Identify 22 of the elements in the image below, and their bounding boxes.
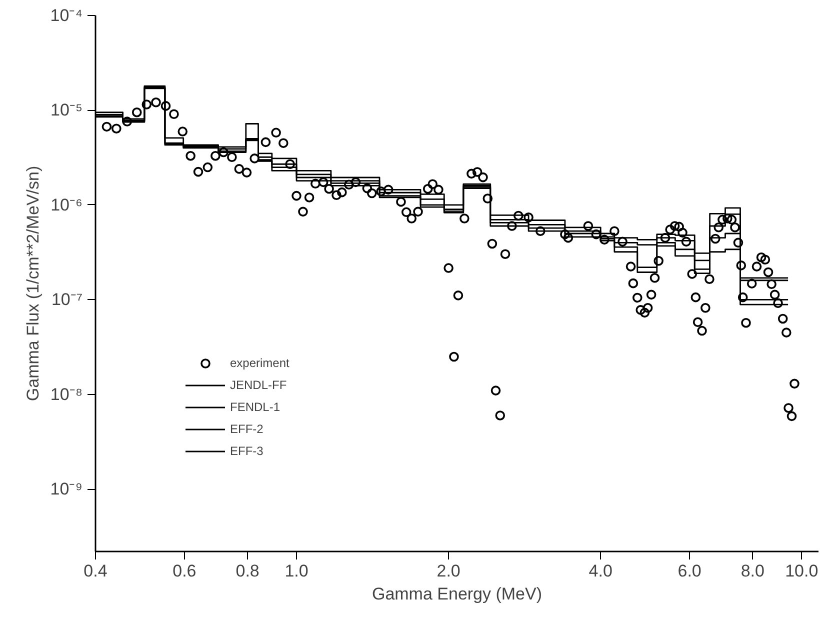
y-tick-label: 10⁻⁵ — [50, 100, 83, 120]
x-tick-label: 10.0 — [785, 562, 818, 580]
legend-label: JENDL-FF — [230, 378, 287, 392]
x-tick-label: 4.0 — [588, 562, 612, 580]
y-axis-title: Gamma Flux (1/cm**2/MeV/sn) — [23, 166, 42, 402]
y-tick-label: 10⁻⁶ — [50, 195, 83, 214]
y-tick-label: 10⁻⁴ — [50, 6, 83, 25]
legend-label: EFF-2 — [230, 422, 264, 436]
y-tick-label: 10⁻⁷ — [51, 290, 82, 310]
x-tick-label: 1.0 — [284, 562, 308, 580]
y-tick-label: 10⁻⁹ — [50, 480, 83, 499]
x-tick-label: 6.0 — [678, 562, 702, 580]
x-tick-label: 0.4 — [84, 562, 108, 580]
legend-label: experiment — [230, 356, 290, 370]
legend-label: EFF-3 — [230, 444, 264, 458]
x-tick-label: 2.0 — [436, 562, 460, 580]
x-tick-label: 0.8 — [236, 562, 260, 580]
x-axis-title: Gamma Energy (MeV) — [372, 584, 542, 604]
x-tick-label: 8.0 — [740, 562, 764, 580]
y-tick-label: 10⁻⁸ — [50, 384, 83, 404]
legend-label: FENDL-1 — [230, 400, 280, 414]
x-tick-label: 0.6 — [172, 562, 196, 580]
